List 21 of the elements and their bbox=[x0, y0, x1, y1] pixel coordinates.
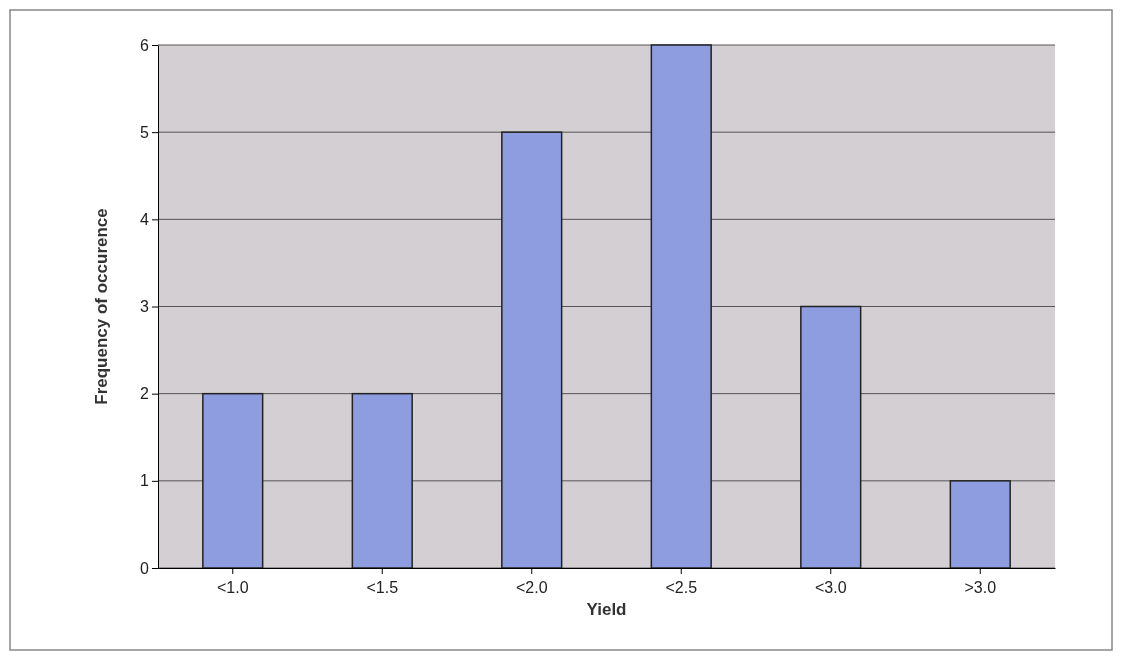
bar bbox=[501, 131, 563, 569]
x-tick-label: <2.0 bbox=[515, 579, 548, 596]
y-axis-title: Frequency of occurence bbox=[92, 208, 111, 405]
y-tick-label: 1 bbox=[140, 472, 150, 490]
y-tick-label: 6 bbox=[140, 36, 150, 54]
bar bbox=[202, 392, 264, 569]
x-tick-label: <3.0 bbox=[814, 579, 847, 596]
bar bbox=[800, 305, 862, 569]
x-axis-title: Yield bbox=[586, 600, 627, 619]
bar bbox=[650, 44, 712, 569]
x-tick-label: <1.0 bbox=[216, 579, 249, 596]
bar bbox=[351, 392, 413, 569]
y-tick-label: 3 bbox=[140, 298, 150, 316]
y-tick-label: 0 bbox=[140, 559, 150, 577]
y-tick-label: 5 bbox=[140, 123, 150, 141]
x-tick-label: >3.0 bbox=[964, 579, 997, 596]
y-tick-label: 2 bbox=[140, 385, 150, 403]
x-tick-label: <2.5 bbox=[665, 579, 698, 596]
bar bbox=[949, 480, 1011, 569]
y-tick-label: 4 bbox=[140, 210, 150, 228]
x-tick-label: <1.5 bbox=[366, 579, 399, 596]
